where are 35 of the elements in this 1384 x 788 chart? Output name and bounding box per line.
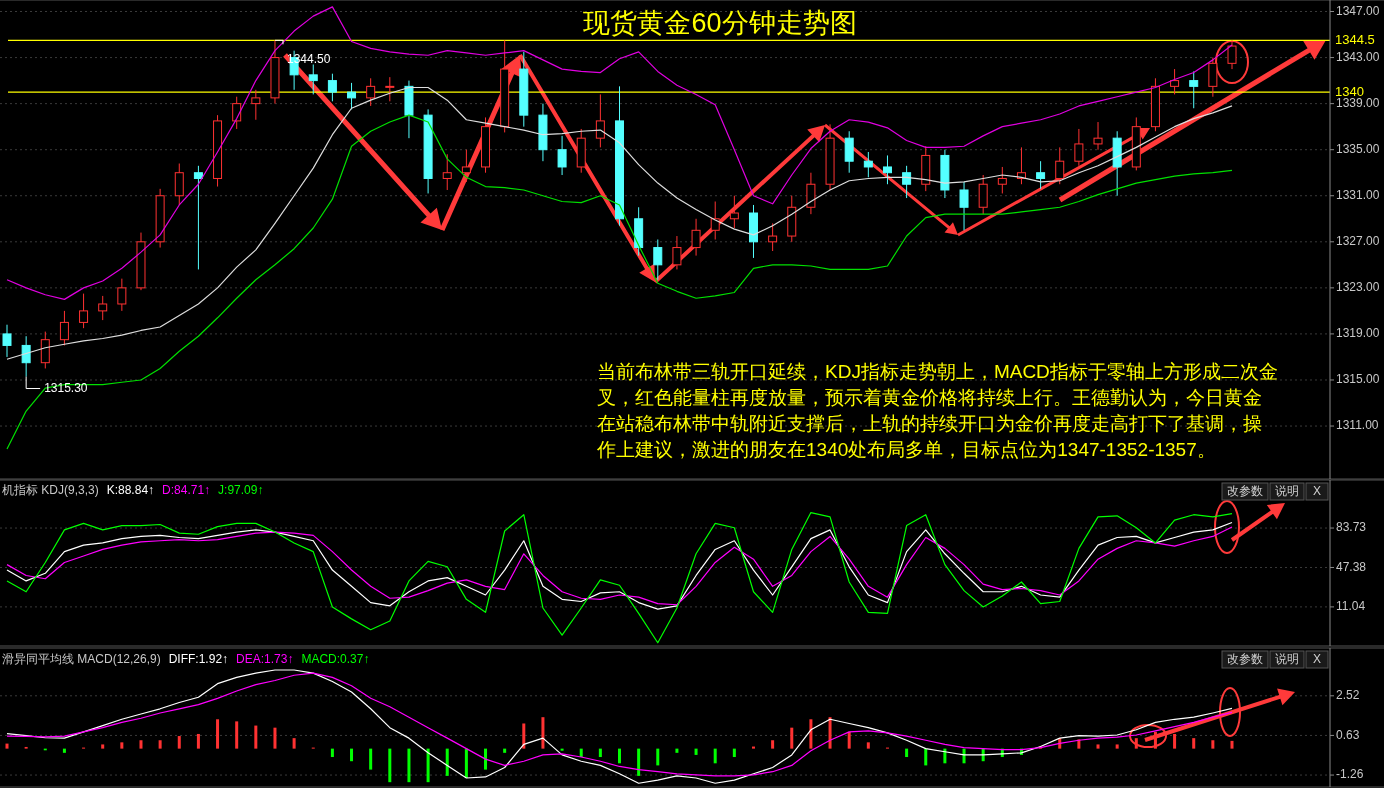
y-tick-label: -1.26 <box>1336 767 1364 782</box>
y-tick-label: 1315.00 <box>1336 372 1380 387</box>
chart-title: 现货黄金60分钟走势图 <box>583 8 857 38</box>
annotation: 改参数 <box>1227 484 1263 499</box>
y-tick-label: 0.63 <box>1336 727 1360 742</box>
text: D:84.71↑ <box>162 483 211 498</box>
annotation: 改参数 <box>1227 652 1263 667</box>
text: MACD:0.37↑ <box>301 652 370 667</box>
y-tick-label: 1335.00 <box>1336 141 1380 156</box>
annotation: 当前布林带三轨开口延续，KDJ指标走势朝上，MACD指标于零轴上方形成二次金叉，红色能量柱再度放量，预示着黄金价格将持续上行。王德勤认为，今日黄金在站稳布林带中轨附近支撑后，上轨的持续开口为金价再度走高打下了基调，操作上建议，激进的朋友在1340处布局多单，目标点位为1347-1352-1357。 <box>596 361 1278 460</box>
series-label: DIFF:1.92↑ <box>168 652 229 667</box>
text: K:88.84↑ <box>106 483 155 498</box>
button: X <box>1305 482 1329 501</box>
button: 改参数 <box>1221 650 1269 669</box>
annotation: 1315.30 <box>44 380 88 395</box>
button: 说明 <box>1269 650 1305 669</box>
chart-title: 滑异同平均线 MACD(12,26,9) <box>2 652 161 667</box>
y-tick-label: 11.04 <box>1336 599 1366 614</box>
y-tick-label: 1331.00 <box>1336 187 1380 202</box>
y-tick-label: 1323.00 <box>1336 280 1380 295</box>
ref-line-label: 1344.5 <box>1335 31 1375 47</box>
series-label: DEA:1.73↑ <box>236 652 294 667</box>
y-tick-label: 83.73 <box>1336 520 1367 535</box>
button: X <box>1305 650 1329 669</box>
text: J:97.09↑ <box>218 483 264 498</box>
y-tick-label: 1327.00 <box>1336 233 1380 248</box>
y-tick-label: 1343.00 <box>1336 49 1380 64</box>
y-tick-label: 1319.00 <box>1336 326 1380 341</box>
y-tick-label: 47.38 <box>1336 559 1367 574</box>
y-tick-label: 1347.00 <box>1336 3 1380 18</box>
button: 说明 <box>1269 482 1305 501</box>
y-tick-label: 2.52 <box>1336 687 1360 702</box>
y-tick-label: 1311.00 <box>1336 418 1379 433</box>
button: 改参数 <box>1221 482 1269 501</box>
chart-title: 机指标 KDJ(9,3,3) <box>2 483 99 498</box>
